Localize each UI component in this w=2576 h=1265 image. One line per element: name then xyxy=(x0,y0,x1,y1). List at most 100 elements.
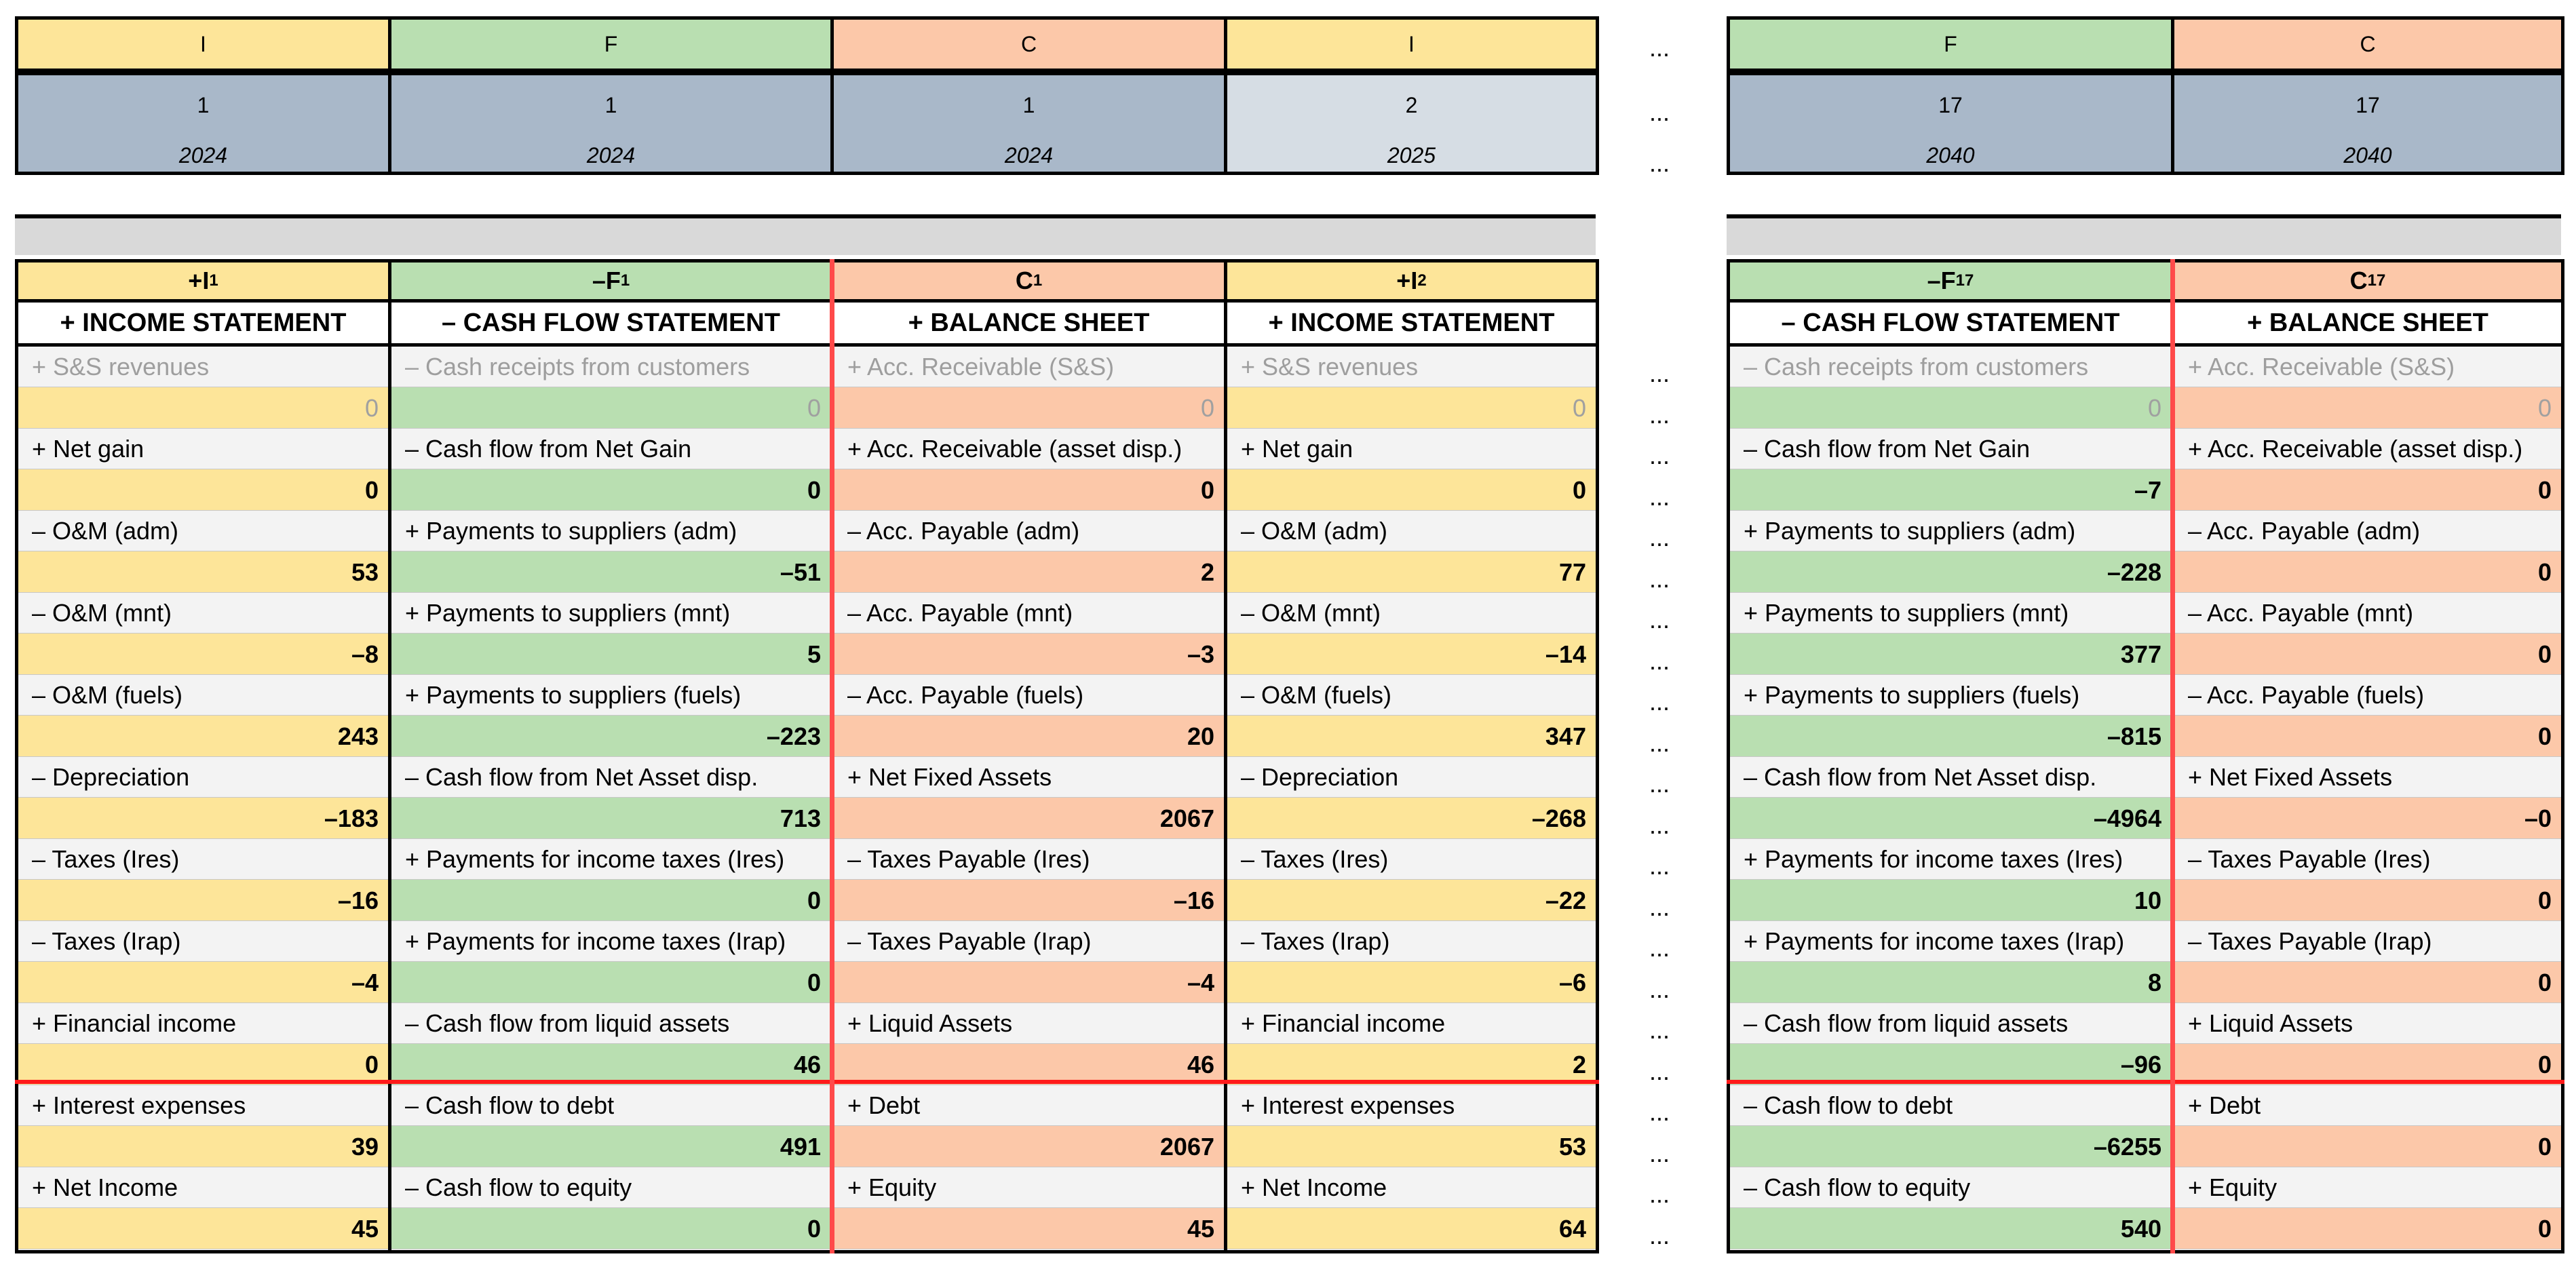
row-label: + S&S revenues xyxy=(1227,347,1596,387)
period-number: 2 xyxy=(1405,93,1418,117)
period-year: 2040 xyxy=(2343,143,2392,168)
row-value: 2067 xyxy=(834,798,1224,839)
ellipsis-marker: ... xyxy=(1649,34,1670,62)
column-symbol: –F 1 xyxy=(388,259,834,303)
statement-rows: – Cash receipts from customers 0– Cash fl… xyxy=(1727,343,2174,1253)
ellipsis-marker: ... xyxy=(1649,1221,1670,1249)
row-value: 2 xyxy=(1227,1044,1596,1085)
separator-band xyxy=(15,214,1596,255)
row-value: 0 xyxy=(2174,469,2561,511)
symbol-base: +I xyxy=(188,267,210,294)
red-divider-horizontal xyxy=(15,1080,1599,1084)
row-label: – O&M (fuels) xyxy=(18,675,388,716)
period-number: 1 xyxy=(1022,93,1035,117)
row-value: –7 xyxy=(1730,469,2171,511)
row-value: 0 xyxy=(391,962,830,1003)
row-label: + S&S revenues xyxy=(18,347,388,387)
symbol-subscript: 17 xyxy=(1955,271,1974,290)
statement-column: –F 17– CASH FLOW STATEMENT – Cash receipts… xyxy=(1727,259,2174,1253)
row-label: + Net Fixed Assets xyxy=(2174,757,2561,798)
ellipsis-marker: ... xyxy=(1649,98,1670,126)
row-label: – Cash flow from Net Gain xyxy=(1730,429,2171,469)
row-value: –815 xyxy=(1730,716,2171,757)
symbol-subscript: 2 xyxy=(1417,271,1427,290)
row-label: + Payments for income taxes (Ires) xyxy=(1730,839,2171,880)
row-label: – O&M (mnt) xyxy=(18,593,388,634)
symbol-base: C xyxy=(1015,267,1033,294)
statement-title: – CASH FLOW STATEMENT xyxy=(1727,303,2174,343)
row-value: 377 xyxy=(1730,634,2171,675)
row-label: + Payments for income taxes (Irap) xyxy=(1730,921,2171,962)
row-value: 0 xyxy=(834,387,1224,429)
symbol-subscript: 1 xyxy=(620,271,630,290)
row-label: + Equity xyxy=(834,1167,1224,1208)
ellipsis-marker: ... xyxy=(1649,400,1670,429)
ellipsis-marker: ... xyxy=(1649,1016,1670,1044)
symbol-base: C xyxy=(2349,267,2368,294)
row-label: + Payments for income taxes (Ires) xyxy=(391,839,830,880)
statement-title: – CASH FLOW STATEMENT xyxy=(388,303,834,343)
row-value: 0 xyxy=(391,469,830,511)
statement-table: –F 17– CASH FLOW STATEMENT – Cash receipts… xyxy=(1727,259,2564,1253)
period-number: 17 xyxy=(2356,93,2380,117)
statement-rows: – Cash receipts from customers 0– Cash fl… xyxy=(388,343,834,1253)
row-value: –22 xyxy=(1227,880,1596,921)
row-label: + Payments to suppliers (fuels) xyxy=(1730,675,2171,716)
row-label: – Taxes Payable (Irap) xyxy=(834,921,1224,962)
ellipsis-marker: ... xyxy=(1649,975,1670,1003)
row-label: + Payments to suppliers (adm) xyxy=(391,511,830,551)
period-year: 2040 xyxy=(1926,143,1975,168)
row-label: – Cash flow to equity xyxy=(1730,1167,2171,1208)
row-value: 0 xyxy=(391,880,830,921)
row-label: – Acc. Payable (adm) xyxy=(834,511,1224,551)
row-label: – Taxes Payable (Irap) xyxy=(2174,921,2561,962)
row-value: –16 xyxy=(834,880,1224,921)
ellipsis-marker: ... xyxy=(1649,1098,1670,1126)
row-label: – O&M (adm) xyxy=(1227,511,1596,551)
type-header-cell: I xyxy=(15,16,391,72)
type-header-cell: F xyxy=(388,16,834,72)
type-header-cell: C xyxy=(830,16,1227,72)
row-value: –8 xyxy=(18,634,388,675)
row-label: – Cash flow to equity xyxy=(391,1167,830,1208)
row-value: 8 xyxy=(1730,962,2171,1003)
statement-column: C 17 + BALANCE SHEET + Acc. Receivable (S&S… xyxy=(2171,259,2564,1253)
row-value: –0 xyxy=(2174,798,2561,839)
row-value: –3 xyxy=(834,634,1224,675)
row-label: + Acc. Receivable (S&S) xyxy=(834,347,1224,387)
separator-band xyxy=(1727,214,2561,255)
row-label: – Acc. Payable (mnt) xyxy=(834,593,1224,634)
statement-column: C 1 + BALANCE SHEET + Acc. Receivable (S&S)… xyxy=(830,259,1227,1253)
row-label: – Taxes Payable (Ires) xyxy=(2174,839,2561,880)
period-header-row: 17 2040 17 2040 xyxy=(1727,72,2564,175)
red-divider-vertical xyxy=(830,259,834,1253)
row-label: – Acc. Payable (fuels) xyxy=(2174,675,2561,716)
red-divider-horizontal xyxy=(1727,1080,2564,1084)
row-value: –223 xyxy=(391,716,830,757)
symbol-subscript: 1 xyxy=(209,271,218,290)
statement-rows: + Acc. Receivable (S&S) 0 + Acc. Receivabl… xyxy=(830,343,1227,1253)
column-symbol: C 17 xyxy=(2171,259,2564,303)
row-label: – Taxes (Ires) xyxy=(1227,839,1596,880)
row-value: –51 xyxy=(391,551,830,593)
row-label: – Cash flow to debt xyxy=(1730,1085,2171,1126)
row-value: 713 xyxy=(391,798,830,839)
period-header-cell: 2 2025 xyxy=(1224,72,1599,175)
ellipsis-marker: ... xyxy=(1649,359,1670,387)
row-label: – O&M (mnt) xyxy=(1227,593,1596,634)
row-label: + Liquid Assets xyxy=(2174,1003,2561,1044)
row-label: – Acc. Payable (fuels) xyxy=(834,675,1224,716)
row-value: –4964 xyxy=(1730,798,2171,839)
statement-title: + BALANCE SHEET xyxy=(830,303,1227,343)
symbol-base: +I xyxy=(1396,267,1418,294)
type-header-cell: C xyxy=(2171,16,2564,72)
row-value: 540 xyxy=(1730,1208,2171,1249)
row-value: –183 xyxy=(18,798,388,839)
row-label: – Acc. Payable (adm) xyxy=(2174,511,2561,551)
statement-table: +I 1 + INCOME STATEMENT + S&S revenues 0 + Ne… xyxy=(15,259,1599,1253)
ellipsis-marker: ... xyxy=(1649,852,1670,880)
row-value: 10 xyxy=(1730,880,2171,921)
column-symbol: –F 17 xyxy=(1727,259,2174,303)
type-header-cell: I xyxy=(1224,16,1599,72)
